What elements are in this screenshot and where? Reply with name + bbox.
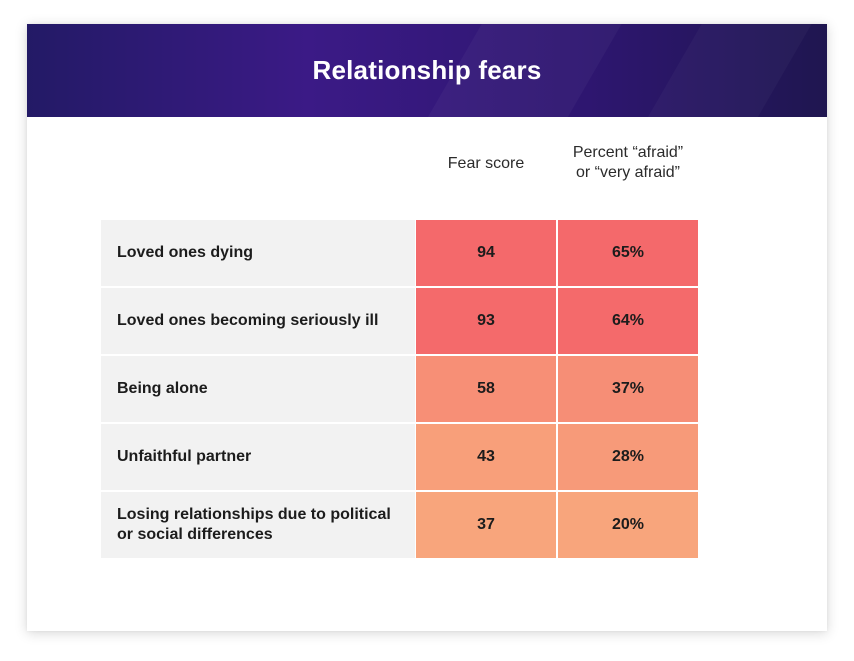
row-label-line: Losing relationships due to political bbox=[117, 506, 391, 523]
percent-cell: 20% bbox=[558, 492, 698, 558]
row-label: Being alone bbox=[101, 356, 415, 422]
percent-cell: 64% bbox=[558, 288, 698, 354]
column-header-fear-score-line-1: Fear score bbox=[447, 155, 525, 172]
percent-cell: 37% bbox=[558, 356, 698, 422]
row-label: Unfaithful partner bbox=[101, 424, 415, 490]
row-label: Loved ones becoming seriously ill bbox=[101, 288, 415, 354]
title-banner: Relationship fears bbox=[27, 24, 827, 117]
row-label-line: or social differences bbox=[117, 526, 273, 543]
fear-score-cell: 93 bbox=[416, 288, 556, 354]
chart-title: Relationship fears bbox=[312, 55, 542, 85]
column-header-percent-line-1: Percent “afraid” bbox=[572, 144, 684, 161]
table-row: Loved ones dying 94 65% bbox=[101, 220, 698, 286]
percent-cell: 28% bbox=[558, 424, 698, 490]
column-header-percent-line-2: or “very afraid” bbox=[575, 164, 681, 181]
table-row: Loved ones becoming seriously ill 93 64% bbox=[101, 288, 698, 354]
fear-score-cell: 58 bbox=[416, 356, 556, 422]
row-label-line: Loved ones dying bbox=[117, 244, 254, 261]
fear-score-cell: 43 bbox=[416, 424, 556, 490]
fear-score-cell: 94 bbox=[416, 220, 556, 286]
table-row: Unfaithful partner 43 28% bbox=[101, 424, 698, 490]
table-row: Losing relationships due to political or… bbox=[101, 492, 698, 558]
row-label: Loved ones dying bbox=[101, 220, 415, 286]
fear-score-cell: 37 bbox=[416, 492, 556, 558]
row-label-line: Being alone bbox=[117, 380, 208, 397]
column-header-percent-afraid: Percent “afraid” or “very afraid” bbox=[557, 143, 699, 183]
row-label: Losing relationships due to political or… bbox=[101, 492, 415, 558]
column-header-fear-score: Fear score bbox=[415, 154, 557, 174]
row-label-line: Unfaithful partner bbox=[117, 448, 252, 465]
percent-cell: 65% bbox=[558, 220, 698, 286]
table-row: Being alone 58 37% bbox=[101, 356, 698, 422]
row-label-line: Loved ones becoming seriously ill bbox=[117, 312, 379, 329]
